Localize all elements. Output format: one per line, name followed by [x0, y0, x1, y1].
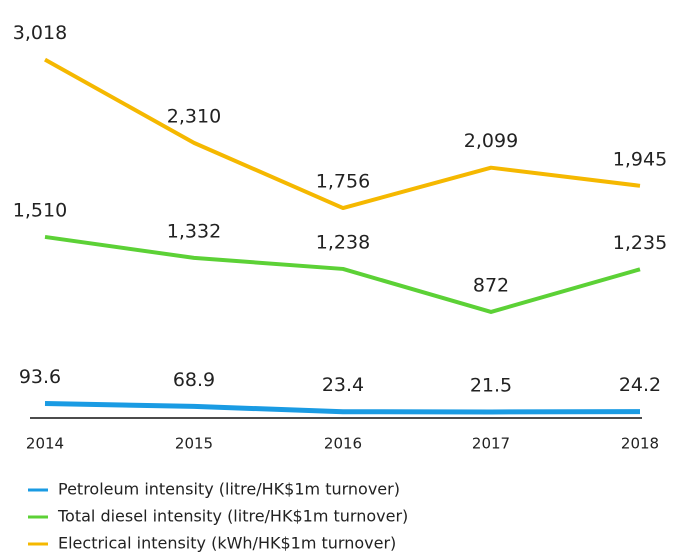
data-label: 1,235 — [613, 232, 667, 254]
x-tick-label: 2015 — [175, 435, 213, 453]
legend-label: Petroleum intensity (litre/HK$1m turnove… — [58, 480, 400, 499]
legend-label: Total diesel intensity (litre/HK$1m turn… — [57, 507, 408, 526]
data-label: 3,018 — [13, 22, 67, 44]
x-tick-label: 2017 — [472, 435, 510, 453]
series-line — [44, 57, 641, 211]
data-label: 23.4 — [322, 374, 364, 396]
series-line — [44, 234, 641, 314]
data-label: 1,756 — [316, 171, 370, 193]
data-label: 1,945 — [613, 148, 667, 170]
data-label: 2,310 — [167, 105, 221, 127]
data-label: 68.9 — [173, 369, 215, 391]
data-label: 872 — [473, 274, 509, 296]
data-label: 1,238 — [316, 231, 370, 253]
data-label: 93.6 — [19, 366, 61, 388]
x-tick-label: 2016 — [324, 435, 362, 453]
data-label: 1,332 — [167, 220, 221, 242]
data-label: 21.5 — [470, 374, 512, 396]
series-line — [44, 400, 641, 415]
data-label: 1,510 — [13, 199, 67, 221]
x-tick-label: 2018 — [621, 435, 659, 453]
legend-label: Electrical intensity (kWh/HK$1m turnover… — [58, 534, 396, 553]
data-label: 2,099 — [464, 130, 518, 152]
x-tick-label: 2014 — [26, 435, 64, 453]
data-label: 24.2 — [619, 374, 661, 396]
